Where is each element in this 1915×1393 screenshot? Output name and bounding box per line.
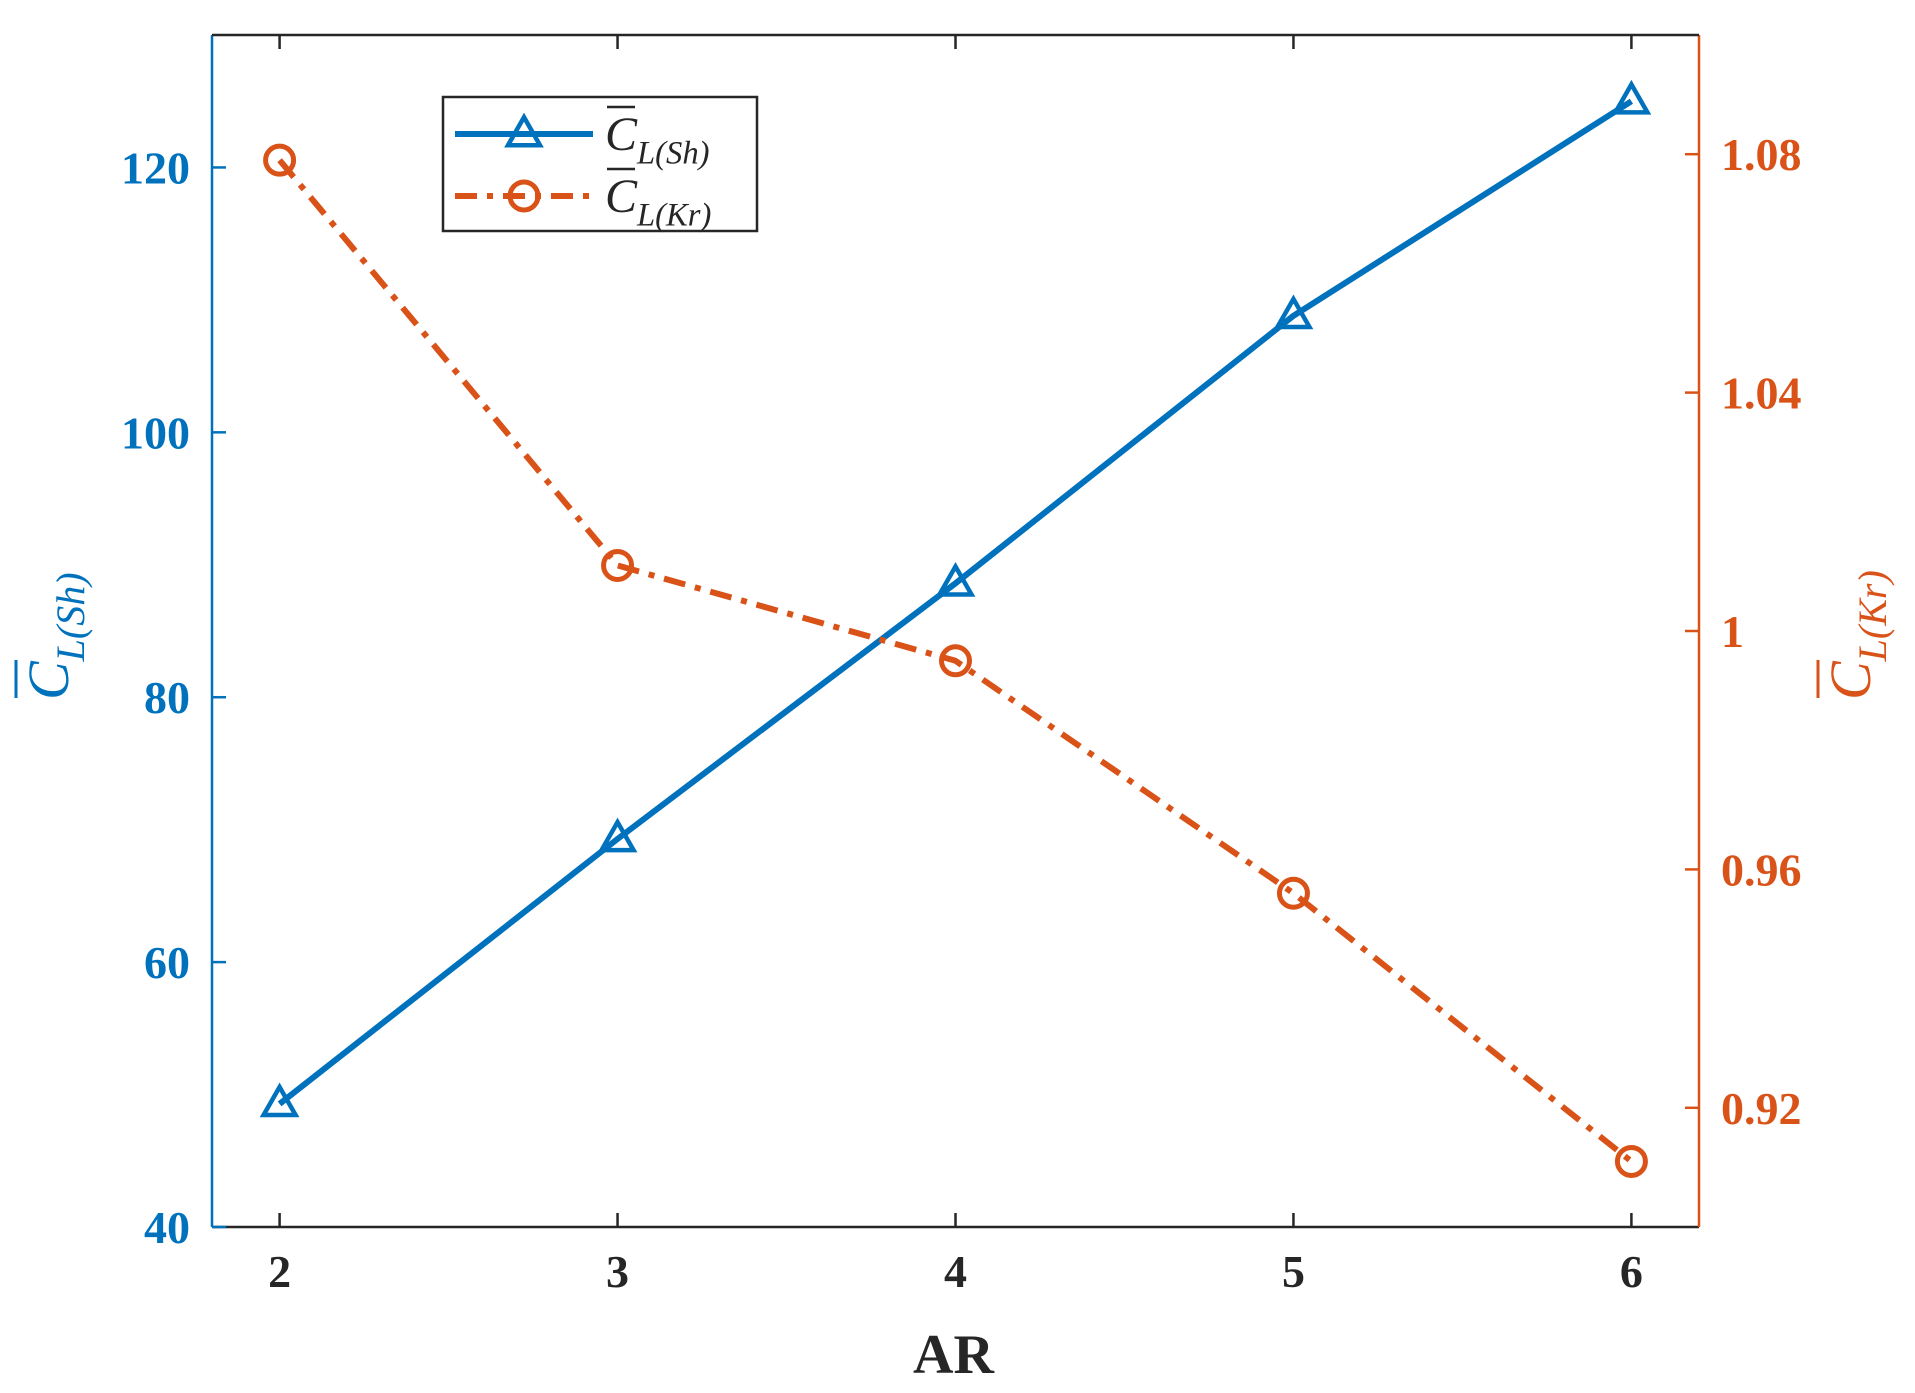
axes-layer: 2 3 4 5 6AR4060801001200.920.9611.041.08CL(S… — [14, 33, 1895, 1386]
series-2-point — [1614, 1144, 1648, 1178]
series-layer — [259, 79, 1652, 1178]
series-2-point — [939, 644, 972, 678]
left-y-tick-label: 40 — [144, 1202, 190, 1253]
right-y-tick-label: 0.92 — [1721, 1083, 1802, 1134]
series-2-point — [263, 143, 297, 177]
right-y-tick-label: 0.96 — [1721, 844, 1802, 895]
left-y-tick-label: 100 — [121, 407, 190, 458]
series-1-point — [597, 817, 638, 853]
series-1-point — [259, 1082, 300, 1118]
x-tick-label: 5 — [1282, 1246, 1305, 1297]
left-y-axis-title: CL(Sh) — [14, 572, 93, 700]
legend-marker-1 — [504, 112, 544, 148]
left-y-tick-label: 120 — [121, 142, 190, 193]
series-1-point — [935, 561, 976, 597]
legend-label-2: CL(Kr) — [605, 170, 711, 233]
series-line-1 — [277, 98, 1634, 1107]
right-y-axis-title: CL(Kr) — [1816, 570, 1895, 700]
series-line-2 — [277, 158, 1634, 1164]
right-y-tick-label: 1 — [1721, 606, 1744, 657]
right-y-axis-title-text: CL(Kr) — [1818, 570, 1895, 700]
series-1-point — [1611, 79, 1652, 115]
right-y-tick-label: 1.08 — [1721, 129, 1802, 180]
legend-marker-2 — [507, 179, 541, 213]
series-2-point — [1276, 876, 1310, 910]
right-y-tick-label: 1.04 — [1721, 368, 1802, 419]
x-tick-label: 6 — [1620, 1246, 1643, 1297]
x-tick-label: 3 — [606, 1246, 629, 1297]
series-2-point — [601, 548, 635, 582]
left-y-tick-label: 60 — [144, 937, 190, 988]
x-axis-title: AR — [913, 1324, 994, 1386]
legend-label-2-subscript: L(Kr) — [636, 197, 711, 233]
legend-label-1-subscript: L(Sh) — [636, 135, 710, 171]
left-y-axis-title-text: CL(Sh) — [16, 572, 93, 700]
right-y-axis-title-base: C — [1818, 660, 1883, 700]
x-tick-label: 2 — [268, 1246, 291, 1297]
left-y-axis-title-base: C — [16, 660, 81, 700]
legend-label-1-base: C — [605, 108, 638, 161]
series-1-point — [1273, 294, 1314, 330]
left-y-tick-label: 80 — [144, 672, 190, 723]
legend-label-1: CL(Sh) — [605, 108, 710, 171]
legend-label-2-base: C — [605, 170, 638, 223]
left-y-axis-title-subscript: L(Sh) — [48, 572, 93, 662]
legend: CL(Sh)CL(Kr) — [441, 95, 759, 233]
x-tick-label: 4 — [944, 1246, 967, 1297]
right-y-axis-title-subscript: L(Kr) — [1850, 570, 1895, 662]
plot-area — [212, 35, 1699, 1227]
legend-box — [441, 95, 759, 233]
